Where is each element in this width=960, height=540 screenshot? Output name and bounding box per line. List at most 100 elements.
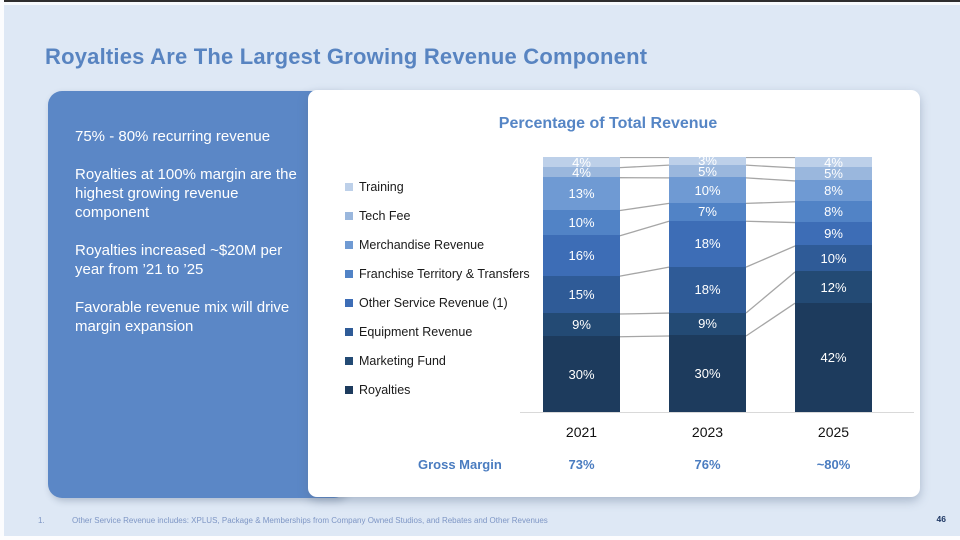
segment-data-label: 9% — [572, 317, 591, 333]
chart-legend: Training Tech Fee Merchandise Revenue Franc… — [345, 172, 530, 404]
x-axis-line — [520, 412, 914, 413]
bar-segment: 3% — [669, 153, 746, 169]
bar-segment: 5% — [669, 165, 746, 178]
legend-item: Other Service Revenue (1) — [345, 288, 530, 317]
segment-data-label: 15% — [568, 287, 595, 303]
bar-segment: 5% — [795, 166, 872, 182]
segment-data-label: 4% — [572, 164, 591, 180]
legend-swatch-icon — [345, 240, 353, 249]
segment-data-label: 18% — [694, 282, 721, 298]
legend-item: Training — [345, 172, 530, 201]
footnote-index: 1. — [38, 516, 45, 525]
footnote: 1. Other Service Revenue includes: XPLUS,… — [38, 516, 548, 525]
bar-segment: 9% — [669, 312, 746, 336]
bar-segment: 10% — [669, 177, 746, 203]
bar-segment: 10% — [543, 210, 620, 236]
bar-segment: 9% — [795, 222, 872, 246]
legend-item: Franchise Territory & Transfers — [345, 259, 530, 288]
legend-item: Royalties — [345, 375, 530, 404]
gross-margin-value-2021: 73% — [568, 457, 595, 472]
legend-label: Royalties — [359, 382, 411, 397]
legend-swatch-icon — [345, 182, 353, 191]
legend-item: Marketing Fund — [345, 346, 530, 375]
x-axis-label-2021: 2021 — [565, 424, 598, 440]
bar-segment: 16% — [543, 235, 620, 276]
legend-swatch-icon — [345, 298, 353, 307]
bar-segment: 18% — [669, 220, 746, 267]
bar-segment: 15% — [543, 275, 620, 314]
bar-segment: 8% — [795, 180, 872, 202]
legend-label: Merchandise Revenue — [359, 237, 485, 252]
footnote-text: Other Service Revenue includes: XPLUS, P… — [72, 516, 548, 525]
legend-swatch-icon — [345, 269, 353, 278]
legend-swatch-icon — [345, 211, 353, 220]
segment-data-label: 13% — [568, 186, 595, 202]
stacked-bar-2025: 4% 5% 8% 8% 9% 10% 12% 42% — [795, 154, 872, 412]
segment-data-label: 30% — [568, 366, 595, 382]
legend-swatch-icon — [345, 385, 353, 394]
bar-segment: 9% — [543, 313, 620, 337]
stacked-bar-2023: 3% 5% 10% 7% 18% 18% 9% 30% — [669, 153, 746, 412]
segment-data-label: 10% — [568, 215, 595, 231]
segment-data-label: 30% — [694, 366, 721, 382]
bar-segment: 30% — [543, 336, 620, 412]
slide-top-border — [0, 0, 960, 2]
stacked-bar-chart: 2021 2023 2025 Gross Margin 73% 76% ~80%… — [308, 90, 920, 497]
segment-data-label: 42% — [820, 349, 847, 365]
segment-data-label: 4% — [572, 154, 591, 170]
segment-data-label: 9% — [698, 316, 717, 332]
highlight-recurring-revenue: 75% - 80% recurring revenue — [75, 128, 271, 145]
segment-data-label: 9% — [824, 226, 843, 242]
segment-data-label: 16% — [568, 247, 595, 263]
segment-data-label: 5% — [698, 163, 717, 179]
series-connector-lines — [619, 157, 796, 338]
slide-title: Royalties Are The Largest Growing Revenu… — [45, 44, 648, 69]
legend-item: Tech Fee — [345, 201, 530, 230]
legend-label: Equipment Revenue — [359, 324, 473, 339]
bar-segment: 4% — [543, 164, 620, 180]
legend-label: Franchise Territory & Transfers — [359, 266, 530, 281]
highlight-royalties-increase: Royalties increased ~$20M per year from … — [75, 242, 283, 278]
segment-data-label: 7% — [698, 204, 717, 220]
legend-swatch-icon — [345, 327, 353, 336]
legend-item: Equipment Revenue — [345, 317, 530, 346]
segment-data-label: 4% — [824, 154, 843, 170]
segment-data-label: 10% — [820, 250, 847, 266]
stacked-bar-2021: 4% 4% 13% 10% 16% 15% 9% 30% — [543, 154, 620, 412]
slide-bottom-edge — [0, 536, 960, 540]
x-axis-label-2025: 2025 — [817, 424, 850, 440]
legend-label: Other Service Revenue (1) — [359, 295, 508, 310]
highlights-panel: 75% - 80% recurring revenue Royalties at… — [48, 91, 348, 498]
bar-segment: 8% — [795, 201, 872, 223]
gross-margin-value-2023: 76% — [694, 457, 721, 472]
bar-segment: 7% — [669, 202, 746, 221]
legend-label: Tech Fee — [359, 208, 411, 223]
legend-item: Merchandise Revenue — [345, 230, 530, 259]
bar-segment: 4% — [543, 154, 620, 170]
chart-title: Percentage of Total Revenue — [498, 115, 718, 132]
bar-segment: 42% — [795, 302, 872, 412]
page-number: 46 — [936, 514, 946, 524]
segment-data-label: 5% — [824, 166, 843, 182]
bar-segment: 10% — [795, 245, 872, 272]
gross-margin-value-2025: ~80% — [816, 457, 851, 472]
legend-label: Training — [359, 179, 404, 194]
bar-segment: 12% — [795, 271, 872, 303]
gross-margin-label: Gross Margin — [418, 457, 502, 472]
segment-data-label: 12% — [820, 279, 847, 295]
chart-card: Percentage of Total Revenue Training Tech… — [308, 90, 920, 497]
slide-top-highlight — [0, 2, 960, 5]
legend-swatch-icon — [345, 356, 353, 365]
slide-left-edge — [0, 0, 4, 540]
bar-segment: 30% — [669, 335, 746, 412]
bar-segment: 13% — [543, 177, 620, 210]
segment-data-label: 18% — [694, 236, 721, 252]
x-axis-label-2023: 2023 — [691, 424, 724, 440]
legend-label: Marketing Fund — [359, 353, 446, 368]
segment-data-label: 10% — [694, 182, 721, 198]
bar-segment: 18% — [669, 266, 746, 313]
highlight-royalties-margin: Royalties at 100% margin are the highest… — [75, 166, 297, 221]
segment-data-label: 3% — [698, 153, 717, 169]
segment-data-label: 8% — [824, 183, 843, 199]
bar-segment: 4% — [795, 154, 872, 170]
